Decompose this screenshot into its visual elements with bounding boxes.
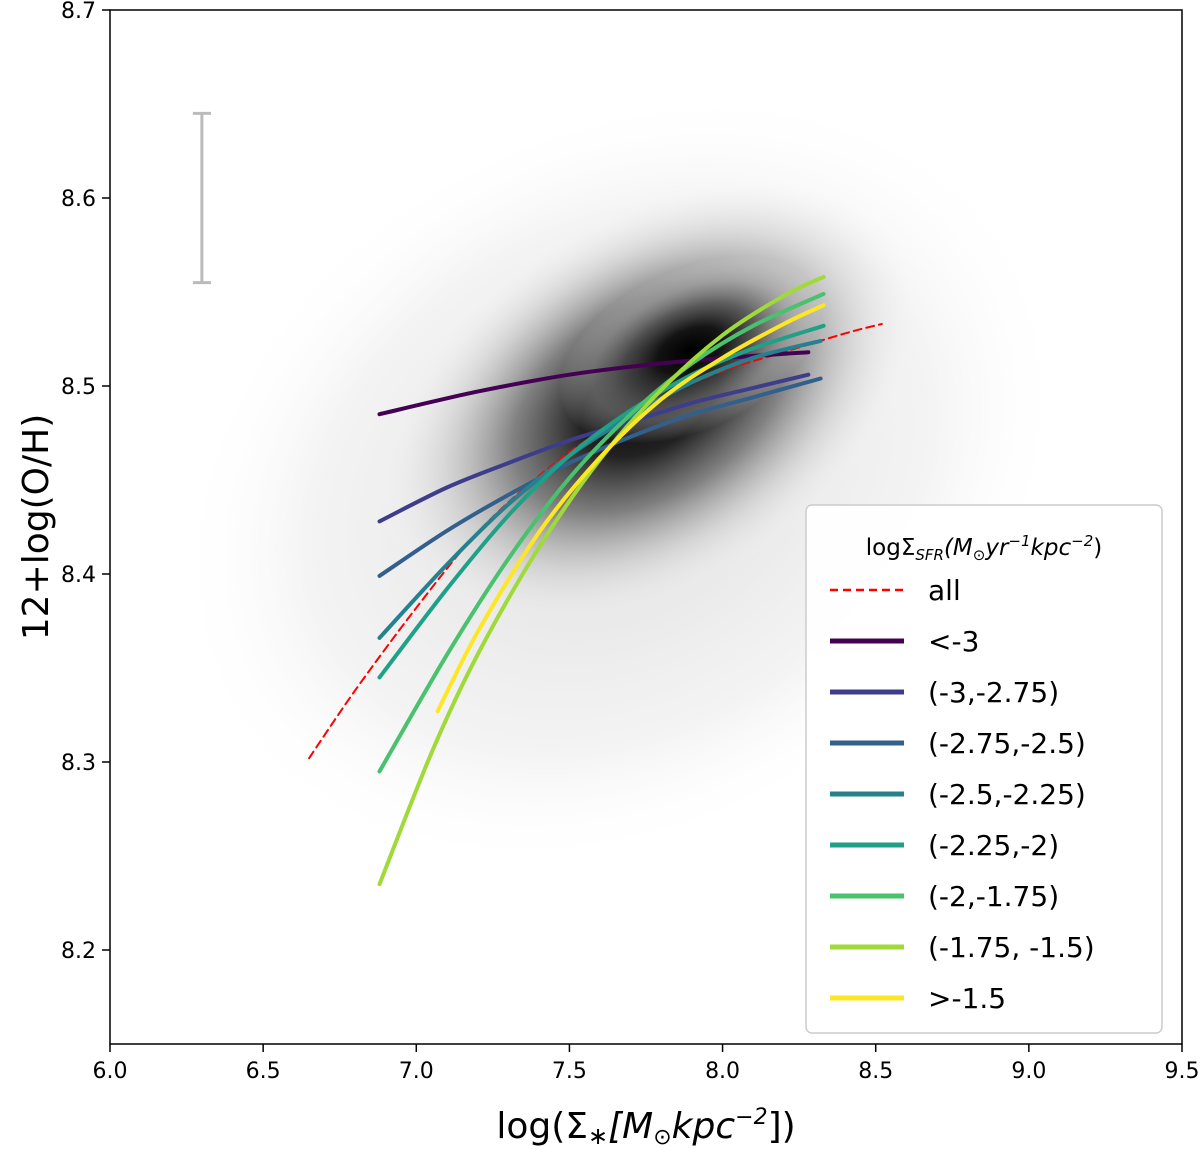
series-layer (308, 275, 883, 887)
legend-label-3: (-2.75,-2.5) (928, 727, 1086, 760)
x-tick-label: 7.0 (399, 1059, 434, 1084)
legend-title: logΣSFR(M⊙yr−1kpc−2) (866, 532, 1102, 564)
legend-box (805, 504, 1163, 1034)
x-tick-label: 8.0 (705, 1059, 740, 1084)
y-tick-label: 8.5 (61, 375, 96, 400)
y-tick-label: 8.7 (61, 0, 96, 24)
legend-label-0: all (928, 574, 961, 607)
y-tick-label: 8.2 (61, 939, 96, 964)
plot-frame (109, 9, 1183, 1045)
y-tick-label: 8.6 (61, 187, 96, 212)
legend-label-6: (-2,-1.75) (928, 880, 1059, 913)
series-line-7 (377, 275, 826, 887)
x-tick-label: 7.5 (552, 1059, 587, 1084)
series-line-8 (435, 303, 826, 714)
legend-label-7: (-1.75, -1.5) (928, 931, 1095, 964)
legend-label-8: >-1.5 (928, 982, 1006, 1015)
series-line-5 (377, 323, 826, 680)
legend-label-2: (-3,-2.75) (928, 676, 1059, 709)
x-axis-label: log(Σ∗[M⊙kpc−2]) (496, 1105, 795, 1150)
y-ticks: 8.2 8.3 8.4 8.5 8.6 8.7 (61, 0, 110, 964)
series-line-4 (377, 338, 823, 640)
x-tick-label: 9.5 (1165, 1059, 1200, 1084)
y-tick-label: 8.4 (61, 563, 96, 588)
x-tick-label: 8.5 (858, 1059, 893, 1084)
y-axis-label: 12+log(O/H) (16, 414, 57, 640)
legend-label-4: (-2.5,-2.25) (928, 778, 1086, 811)
y-tick-label: 8.3 (61, 751, 96, 776)
series-line-6 (377, 291, 826, 774)
series-line-2 (377, 372, 811, 524)
error-bar (192, 111, 211, 285)
legend-label-5: (-2.25,-2) (928, 829, 1059, 862)
legend-entries: all <-3 (-3,-2.75) (-2.75,-2.5) (-2.5,-2.25)… (830, 574, 1095, 1015)
legend-label-1: <-3 (928, 625, 979, 658)
x-ticks: 6.0 6.5 7.0 7.5 8.0 8.5 9.0 9.5 (93, 1044, 1200, 1084)
legend: logΣSFR(M⊙yr−1kpc−2) all <-3 (-3,-2.75) (-2… (805, 504, 1163, 1034)
x-tick-label: 6.5 (246, 1059, 281, 1084)
x-tick-label: 6.0 (93, 1059, 128, 1084)
x-tick-label: 9.0 (1011, 1059, 1046, 1084)
